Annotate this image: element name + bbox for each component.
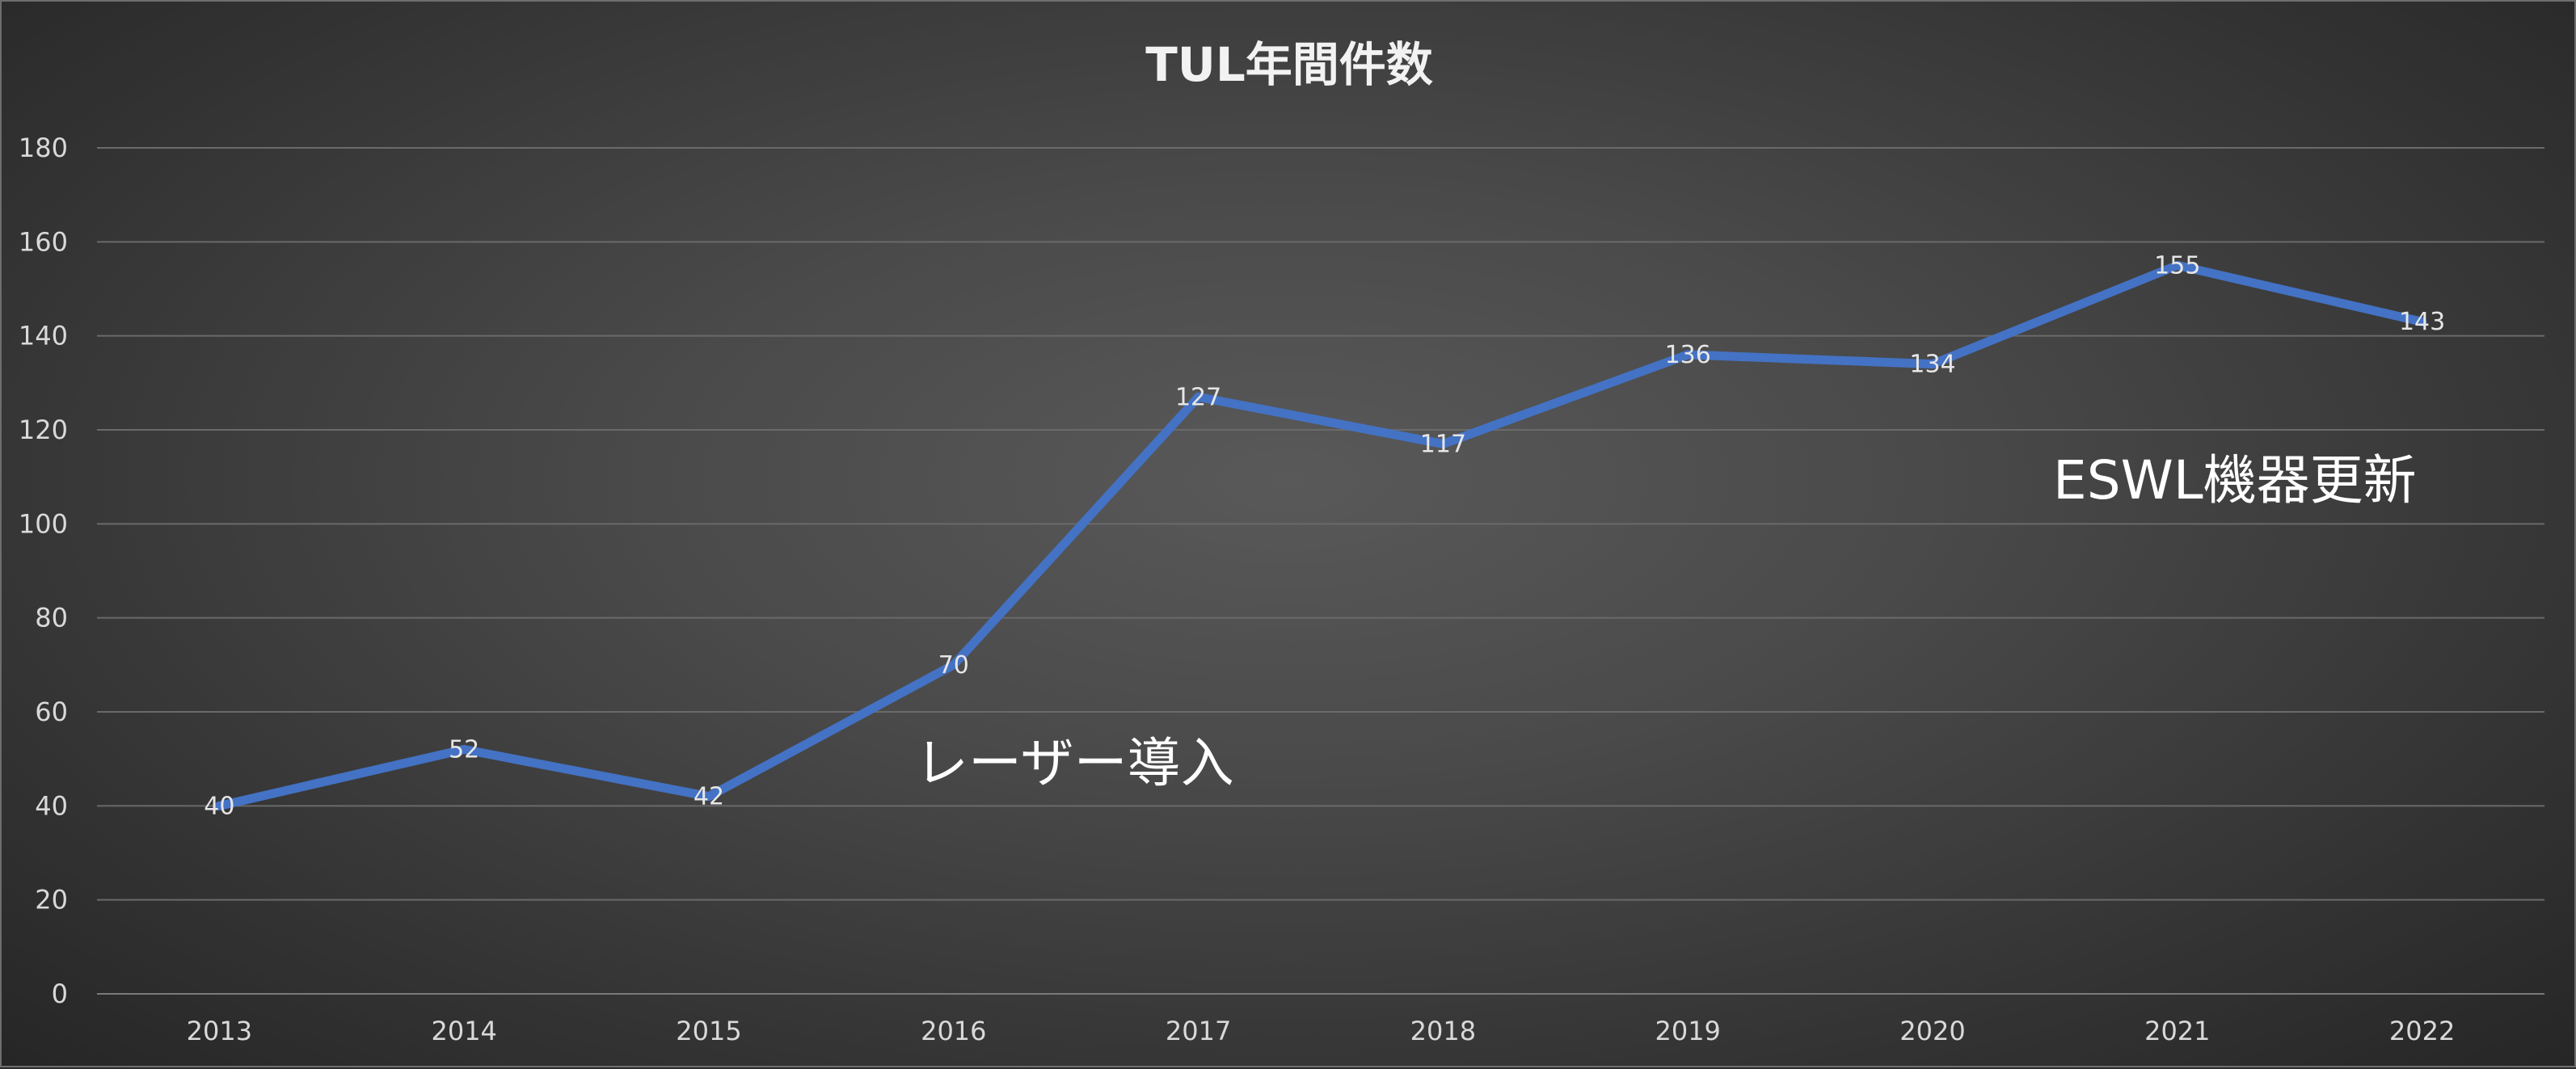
x-tick-label: 2022: [2389, 1016, 2455, 1046]
data-point: [459, 745, 469, 755]
x-tick-label: 2020: [1899, 1016, 1965, 1046]
x-tick-label: 2019: [1655, 1016, 1720, 1046]
data-label: 127: [1175, 383, 1221, 411]
y-tick-label: 120: [19, 415, 68, 445]
data-point: [949, 660, 959, 670]
y-tick-label: 100: [19, 508, 68, 539]
y-tick-label: 20: [35, 885, 68, 915]
x-tick-label: 2021: [2144, 1016, 2210, 1046]
series-line: [214, 260, 2427, 810]
data-label: 117: [1420, 430, 1466, 458]
y-tick-label: 0: [52, 979, 68, 1009]
y-axis-ticks: 0 20 40 60 80 100 120 140 160 180: [19, 133, 68, 1009]
x-axis-ticks: 2013 2014 2015 2016 2017 2018 2019 2020 2021 2022: [187, 1016, 2456, 1046]
x-tick-label: 2015: [676, 1016, 741, 1046]
annotation-eswl: ESWL機器更新: [2053, 449, 2417, 511]
y-tick-label: 180: [19, 133, 68, 163]
x-tick-label: 2016: [921, 1016, 986, 1046]
data-point: [214, 801, 224, 810]
x-tick-label: 2013: [187, 1016, 252, 1046]
data-point: [2418, 317, 2427, 326]
y-tick-label: 40: [35, 790, 68, 821]
series-layer: [214, 260, 2427, 810]
data-label: 42: [694, 783, 724, 811]
y-tick-label: 80: [35, 603, 68, 633]
data-point: [2173, 260, 2182, 270]
data-point: [1683, 350, 1693, 360]
data-label: 136: [1665, 341, 1711, 369]
annotation-laser: レーザー導入: [915, 732, 1234, 794]
data-label: 52: [449, 736, 479, 764]
x-tick-label: 2014: [431, 1016, 496, 1046]
y-tick-label: 60: [35, 697, 68, 727]
data-point: [1928, 360, 1937, 369]
data-label: 134: [1909, 351, 1955, 379]
gridlines: [97, 147, 2544, 995]
data-label: 70: [938, 651, 969, 680]
data-labels: 40 52 42 70 127 117 136 134 155 143: [204, 251, 2445, 820]
data-point: [704, 792, 714, 802]
data-point: [1194, 392, 1204, 402]
data-label: 155: [2154, 251, 2200, 280]
y-tick-label: 140: [19, 321, 68, 351]
chart-title: TUL年間件数: [1145, 37, 1433, 92]
data-label: 143: [2399, 308, 2445, 336]
x-tick-label: 2017: [1166, 1016, 1231, 1046]
x-tick-label: 2018: [1410, 1016, 1476, 1046]
data-point: [1438, 439, 1448, 448]
data-label: 40: [204, 792, 234, 820]
y-tick-label: 160: [19, 226, 68, 257]
